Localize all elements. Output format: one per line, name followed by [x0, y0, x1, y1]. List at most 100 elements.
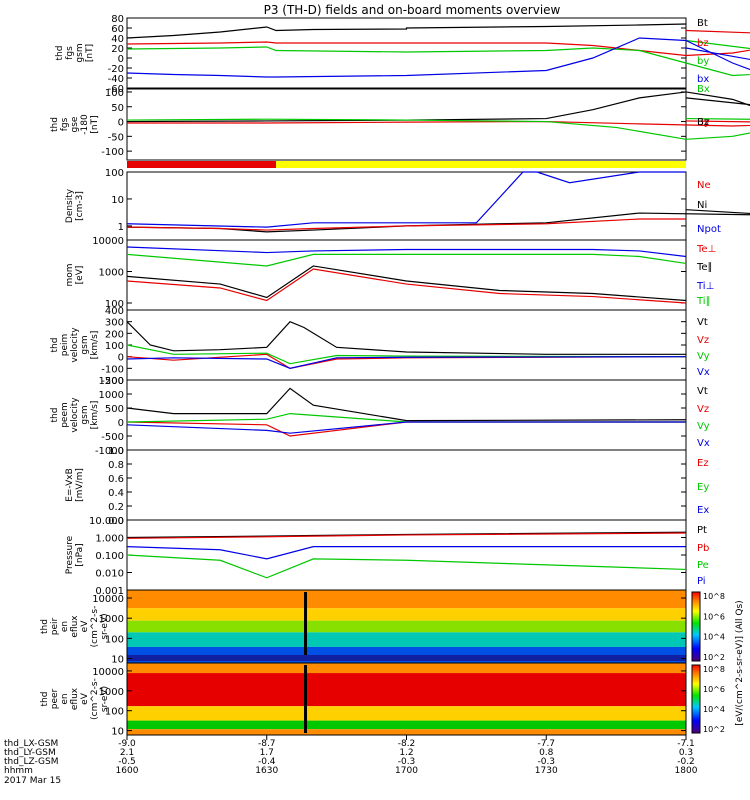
y-axis-label: E=-VxB [mV/m] [65, 468, 85, 502]
colorbar-tick-label: 10^2 [703, 725, 725, 734]
y-axis-label-line: eflux [70, 687, 80, 710]
colorbar [691, 591, 701, 662]
panel-frame [126, 449, 687, 521]
footer-value: 1600 [116, 766, 139, 776]
footer-row-label: thd_LZ-GSM [4, 757, 59, 767]
y-axis-label-line: (cm^2-s- [90, 678, 100, 720]
y-tick-label: 20 [111, 44, 124, 55]
y-axis-label-line: [nPa] [75, 543, 85, 566]
series-line-Pe [126, 554, 687, 579]
legend-entry: Vz [697, 404, 709, 415]
y-tick-label: 100 [105, 299, 124, 310]
y-axis-label-line: fgs [60, 117, 70, 131]
y-tick-label: 10.000 [89, 516, 124, 527]
y-axis-label-line: sr-eV) [100, 686, 110, 712]
legend-entry: Vy [697, 421, 710, 432]
panel-frame [126, 17, 687, 89]
colorbar-tick-label: 10^2 [703, 653, 725, 662]
y-axis-label: thd peim velocity gsm [km/s] [50, 327, 100, 363]
y-axis-label-line: [cm-3] [75, 191, 85, 221]
y-tick-label: 0.100 [95, 551, 124, 562]
colorbar-tick-label: 10^4 [703, 705, 725, 714]
y-tick-label: -40 [108, 74, 124, 85]
y-tick-label: 0 [118, 418, 124, 429]
y-tick-label: 100 [105, 707, 124, 718]
y-tick-label: 1000 [99, 268, 124, 279]
legend-entry: Te∥ [696, 262, 713, 273]
y-tick-label: 0.0 [108, 516, 124, 527]
y-axis-label-line: eV [80, 620, 90, 633]
y-axis-label-line: velocity [70, 327, 80, 363]
y-tick-label: 0.4 [108, 488, 124, 499]
y-tick-label: 1000 [99, 614, 124, 625]
y-axis-label-line: [nT] [90, 115, 100, 133]
legend-entry: Ne [697, 180, 711, 191]
series-line-bz [126, 29, 750, 57]
y-tick-label: 0 [118, 54, 124, 65]
y-tick-label: 1000 [99, 390, 124, 401]
panel-frame [126, 88, 687, 161]
y-tick-label: 0 [118, 353, 124, 364]
panel-peem_velocity: 1500 1000 500 0 -500 -1000 thd peem velocity gsm[… [50, 376, 710, 457]
y-axis-label-line: [mV/m] [75, 468, 85, 502]
y-axis-label-line: thd [40, 692, 50, 707]
y-axis-label-line: sr-eV) [100, 613, 110, 639]
y-axis-label-line: mom [65, 263, 75, 286]
y-tick-label: 0.2 [108, 502, 124, 513]
y-axis-label-line: E=-VxB [65, 468, 75, 502]
y-tick-label: 40 [111, 34, 124, 45]
colorbar [691, 664, 701, 734]
y-axis-label-line: Pressure [65, 535, 75, 574]
y-tick-label: 400 [105, 306, 124, 317]
legend-entry: Pb [697, 543, 709, 554]
legend-entry: Bt [697, 18, 708, 29]
footer-value: 1800 [675, 766, 698, 776]
legend-entry: Vt [697, 317, 708, 328]
y-tick-label: -500 [101, 432, 124, 443]
footer-value: 1.2 [399, 748, 413, 758]
footer-value: -0.2 [677, 757, 695, 767]
y-axis-label-line: peem [60, 402, 70, 428]
y-axis-label-line: thd [55, 46, 65, 61]
y-tick-label: 10 [111, 727, 124, 738]
colorbar-peer_eflux: 10^8 10^6 10^4 10^2 [691, 664, 725, 734]
series-line-Vy [126, 344, 687, 365]
panel-frame [126, 519, 687, 591]
legend-entry: Vx [697, 438, 710, 449]
y-axis-label-line: (cm^2-s- [90, 606, 100, 648]
y-tick-label: -50 [108, 132, 124, 143]
y-tick-label: 80 [111, 14, 124, 25]
colorbar-tick-label: 10^8 [703, 592, 725, 601]
legend-entry: Te⊥ [696, 244, 716, 255]
y-axis-label-line: velocity [70, 397, 80, 433]
legend-entry: Npot [697, 224, 721, 235]
heatmap-band [127, 673, 686, 707]
series-line-Vt [126, 320, 686, 355]
y-tick-label: 0 [118, 118, 124, 129]
legend-entry: Vt [697, 386, 708, 397]
colorbar-tick-label: 10^8 [703, 665, 725, 674]
y-axis-label-line: en [60, 693, 70, 704]
footer-value: -0.4 [258, 757, 276, 767]
y-axis-label-line: -180 [80, 114, 90, 135]
series-line-Vx [126, 356, 687, 369]
y-tick-label: -20 [108, 64, 124, 75]
y-axis-label-line: peim [60, 334, 70, 357]
legend-entry: Ti∥ [696, 296, 711, 307]
legend-entry: Bx [697, 84, 710, 95]
footer-value: -9.0 [118, 739, 136, 749]
heatmap-band [127, 706, 686, 721]
y-tick-label: 10000 [92, 667, 124, 678]
series-line-Vz [126, 421, 686, 437]
heatmap-band [127, 590, 686, 609]
legend-entry: By [697, 117, 710, 128]
legend-entry: Ni [697, 200, 707, 211]
panel-frame [126, 171, 687, 241]
footer-value: -0.3 [537, 757, 555, 767]
mode-segment-yellow [276, 161, 686, 168]
y-axis-label-line: gsm [75, 43, 85, 62]
footer-value: -7.7 [537, 739, 555, 749]
y-axis-label-line: peir [50, 617, 60, 635]
y-axis-label-line: thd [50, 338, 60, 353]
